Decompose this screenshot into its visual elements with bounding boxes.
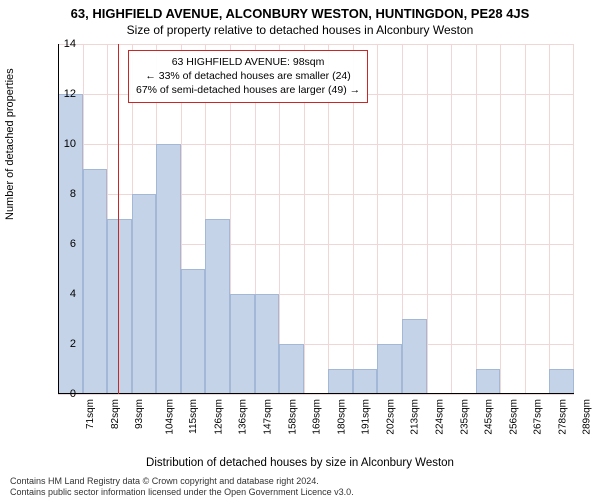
footer-attribution: Contains HM Land Registry data © Crown c… [10,476,354,499]
y-tick-label: 10 [56,138,76,150]
histogram-bar [107,219,132,394]
x-tick-label: 147sqm [263,399,274,435]
x-tick-label: 191sqm [361,399,372,435]
y-tick-label: 6 [56,238,76,250]
plot-area: 63 HIGHFIELD AVENUE: 98sqm← 33% of detac… [58,44,574,394]
y-axis-label: Number of detached properties [4,68,16,220]
gridline-vertical [427,44,428,394]
reference-line [118,44,119,394]
x-tick-label: 169sqm [312,399,323,435]
histogram-bar [549,369,574,394]
y-tick-label: 8 [56,188,76,200]
annotation-line: ← 33% of detached houses are smaller (24… [136,69,360,83]
histogram-bar [83,169,108,394]
x-tick-label: 82sqm [110,399,121,429]
gridline-horizontal [58,144,574,145]
x-tick-label: 278sqm [557,399,568,435]
histogram-bar [132,194,157,394]
x-tick-label: 93sqm [134,399,145,429]
gridline-vertical [573,44,574,394]
gridline-vertical [500,44,501,394]
y-tick-label: 0 [56,388,76,400]
annotation-line: 63 HIGHFIELD AVENUE: 98sqm [136,55,360,69]
histogram-bar [279,344,304,394]
x-tick-label: 71sqm [85,399,96,429]
x-tick-label: 267sqm [533,399,544,435]
histogram-bar [476,369,501,394]
annotation-box: 63 HIGHFIELD AVENUE: 98sqm← 33% of detac… [128,50,368,103]
gridline-horizontal [58,44,574,45]
x-tick-label: 180sqm [336,399,347,435]
gridline-vertical [525,44,526,394]
histogram-bar [205,219,230,394]
histogram-bar [255,294,280,394]
x-tick-label: 126sqm [213,399,224,435]
histogram-bar [402,319,427,394]
histogram-bar [181,269,206,394]
histogram-bar [230,294,255,394]
x-axis-line [58,393,574,394]
histogram-bar [353,369,378,394]
x-tick-label: 115sqm [188,399,199,434]
footer-line-1: Contains HM Land Registry data © Crown c… [10,476,354,487]
x-tick-label: 213sqm [410,399,421,435]
gridline-vertical [476,44,477,394]
x-tick-label: 289sqm [582,399,593,435]
y-tick-label: 12 [56,88,76,100]
footer-line-2: Contains public sector information licen… [10,487,354,498]
histogram-bar [377,344,402,394]
chart-title-sub: Size of property relative to detached ho… [0,21,600,37]
annotation-line: 67% of semi-detached houses are larger (… [136,83,360,97]
y-tick-label: 4 [56,288,76,300]
x-tick-label: 158sqm [287,399,298,435]
x-tick-label: 245sqm [484,399,495,435]
x-tick-label: 256sqm [508,399,519,435]
x-tick-label: 136sqm [238,399,249,435]
gridline-horizontal [58,394,574,395]
x-tick-label: 104sqm [164,399,175,435]
gridline-vertical [377,44,378,394]
y-tick-label: 2 [56,338,76,350]
x-tick-label: 235sqm [459,399,470,435]
gridline-vertical [451,44,452,394]
y-tick-label: 14 [56,38,76,50]
x-tick-label: 202sqm [385,399,396,435]
chart-title-main: 63, HIGHFIELD AVENUE, ALCONBURY WESTON, … [0,0,600,21]
gridline-vertical [549,44,550,394]
histogram-bar [156,144,181,394]
histogram-bar [328,369,353,394]
x-axis-label: Distribution of detached houses by size … [0,457,600,469]
x-tick-label: 224sqm [435,399,446,435]
